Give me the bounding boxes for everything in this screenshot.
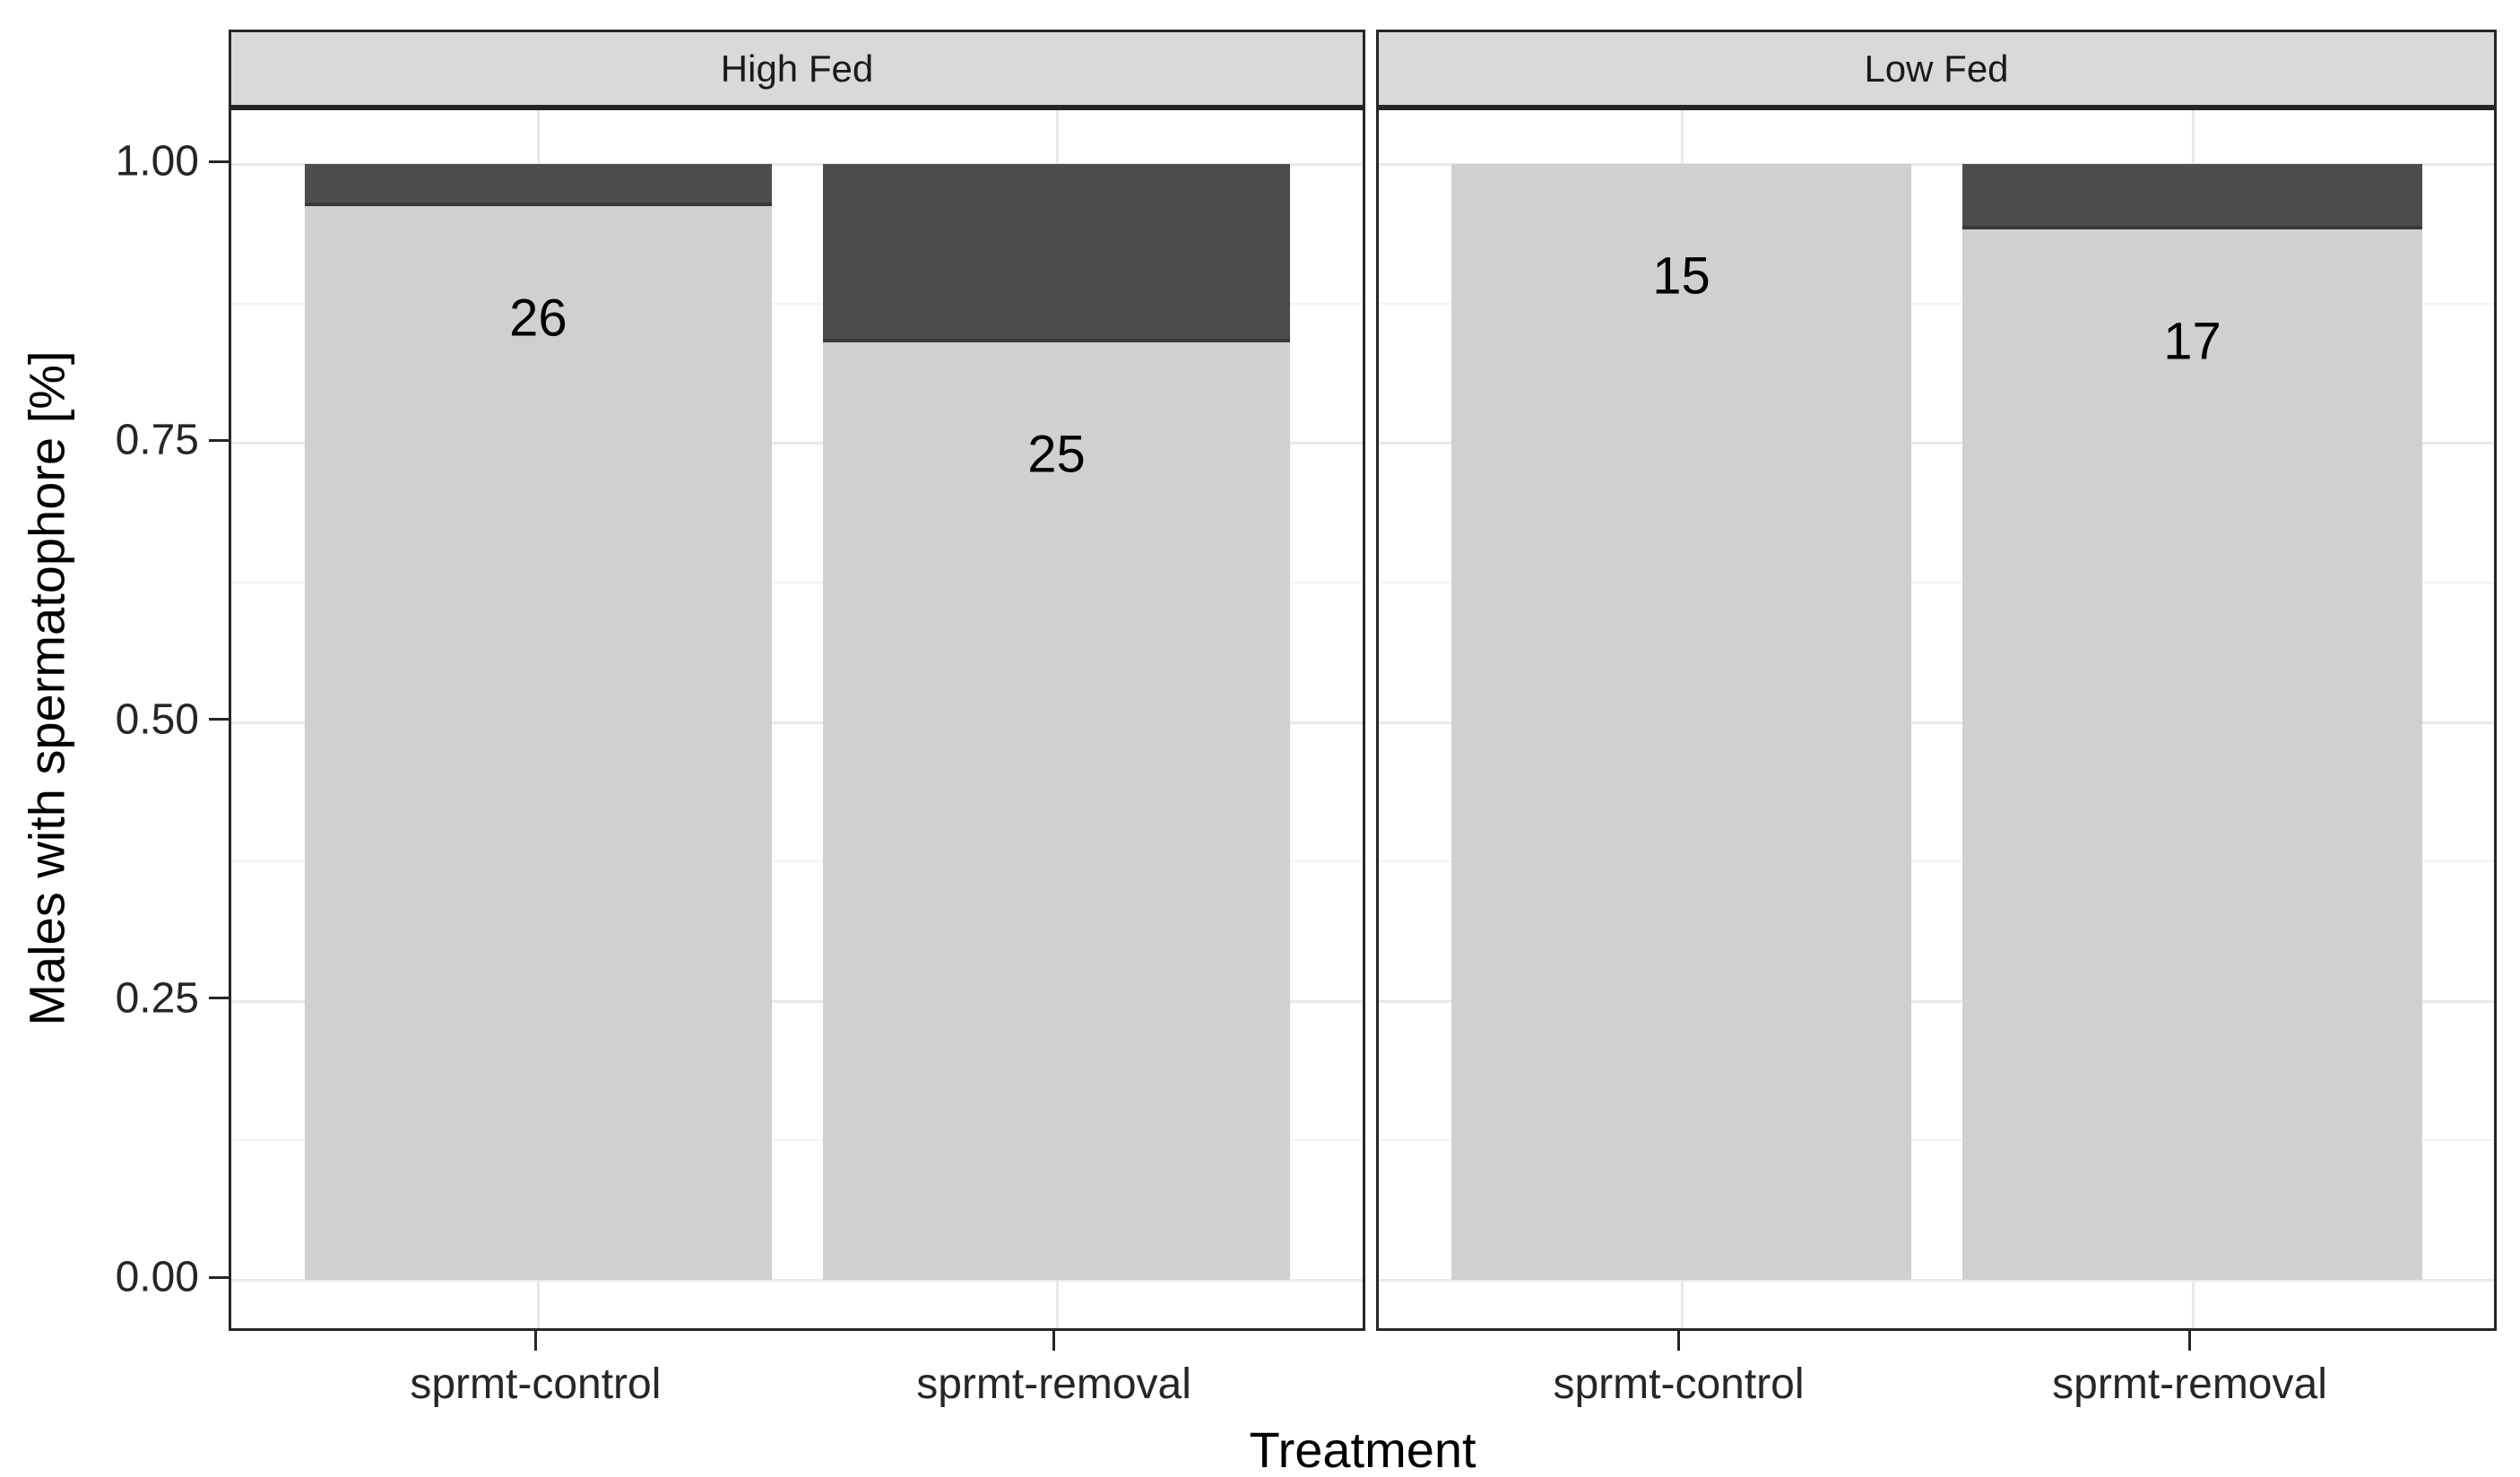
x-tick-label: sprmt-control — [410, 1360, 662, 1408]
y-tick — [209, 1275, 229, 1279]
gridline-major-h — [1379, 1279, 2494, 1282]
gridline-minor-h — [231, 860, 1363, 863]
x-axis-title: Treatment — [1249, 1421, 1476, 1477]
gridline-minor-h — [231, 581, 1363, 583]
gridline-minor-h — [1379, 860, 2494, 863]
gridline-major-h — [231, 163, 1363, 166]
bar-count-label: 17 — [2163, 312, 2221, 371]
gridline-minor-h — [1379, 581, 2494, 583]
gridline-major-h — [1379, 163, 2494, 166]
y-tick-label: 1.00 — [115, 137, 199, 186]
bar-without-spermatophore — [822, 164, 1291, 343]
gridline-major-h — [1379, 721, 2494, 724]
y-tick — [209, 438, 229, 442]
bar-with-spermatophore — [1961, 229, 2423, 1280]
facet-strip: High Fed — [229, 30, 1365, 108]
gridline-major-h — [231, 442, 1363, 445]
gridline-minor-h — [231, 1139, 1363, 1142]
y-tick — [209, 997, 229, 1000]
y-tick-label: 0.50 — [115, 695, 199, 743]
gridline-major-h — [231, 999, 1363, 1003]
y-tick-label: 0.00 — [115, 1253, 199, 1301]
gridline-major-h — [231, 721, 1363, 724]
bar-with-spermatophore — [304, 206, 772, 1280]
y-tick-label: 0.25 — [115, 974, 199, 1023]
x-tick-label: sprmt-removal — [916, 1360, 1191, 1408]
bar-with-spermatophore — [822, 342, 1291, 1280]
bar-count-label: 26 — [509, 289, 567, 348]
x-tick — [1677, 1331, 1680, 1351]
gridline-major-h — [231, 1279, 1363, 1282]
x-tick — [533, 1331, 537, 1351]
y-tick — [209, 160, 229, 163]
gridline-minor-h — [231, 302, 1363, 305]
gridline-minor-h — [1379, 302, 2494, 305]
plot-panel: 26 25 — [229, 108, 1365, 1331]
gridline-major-h — [1379, 442, 2494, 445]
x-tick — [1052, 1331, 1056, 1351]
x-tick-label: sprmt-control — [1553, 1360, 1805, 1408]
plot-panel: 15 17 — [1376, 108, 2497, 1331]
bar-without-spermatophore — [304, 164, 772, 207]
y-tick — [209, 718, 229, 721]
y-tick-label: 0.75 — [115, 416, 199, 464]
gridline-major-h — [1379, 999, 2494, 1003]
x-tick-label: sprmt-removal — [2052, 1360, 2327, 1408]
bar-without-spermatophore — [1961, 164, 2423, 230]
bar-count-label: 15 — [1652, 246, 1710, 305]
bar-with-spermatophore — [1451, 164, 1912, 1280]
gridline-minor-h — [1379, 1139, 2494, 1142]
facet-strip-label: Low Fed — [1864, 47, 2009, 90]
x-tick — [2188, 1331, 2191, 1351]
bar-count-label: 25 — [1027, 425, 1086, 484]
facet-strip: Low Fed — [1376, 30, 2497, 108]
facet-strip-label: High Fed — [720, 47, 874, 90]
